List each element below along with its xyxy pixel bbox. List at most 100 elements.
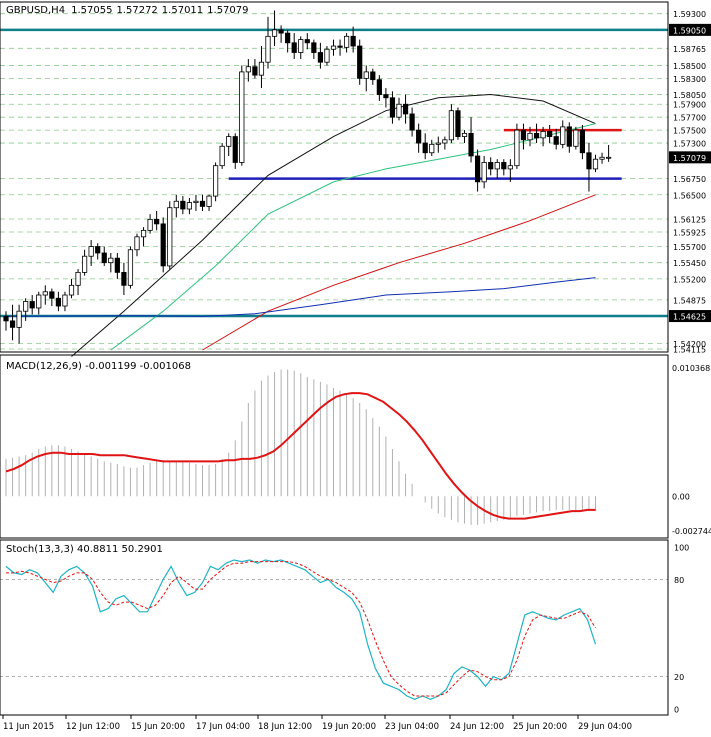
candle-body — [258, 61, 265, 76]
price-tick-label: 1.56125 — [673, 216, 706, 225]
candle-body — [553, 136, 559, 145]
time-tick-label: 25 Jun 20:00 — [513, 722, 567, 732]
candle-body — [533, 132, 540, 139]
candle-body — [108, 257, 114, 264]
time-tick-label: 23 Jun 04:00 — [385, 722, 439, 732]
candle-body — [49, 291, 55, 299]
stoch-tick-label: 0 — [674, 706, 679, 715]
price-tag-highlight — [669, 23, 711, 36]
candle-body — [239, 71, 245, 163]
candle-body — [140, 229, 147, 238]
candle-body — [114, 257, 120, 273]
candle-body — [212, 165, 219, 197]
candle-body — [127, 249, 134, 286]
candle-body — [429, 143, 435, 154]
price-tick-label: 1.57900 — [673, 101, 706, 110]
candle-body — [468, 132, 474, 157]
candle-body — [62, 294, 68, 307]
candle-body — [363, 71, 369, 79]
moving-average-line — [5, 277, 596, 317]
candle-body — [599, 156, 605, 160]
stoch-signal-line — [6, 561, 596, 697]
candle-body — [82, 255, 88, 273]
candle-body — [579, 129, 586, 154]
candle-body — [167, 207, 173, 267]
candle-body — [173, 200, 179, 209]
candle-body — [573, 129, 579, 147]
candle-body — [494, 162, 500, 170]
candle-body — [29, 301, 35, 309]
candle-body — [9, 320, 16, 328]
candle-body — [252, 66, 258, 76]
candle-body — [586, 152, 592, 170]
candle-body — [219, 145, 225, 167]
candle-body — [402, 103, 409, 115]
candle-body — [278, 29, 284, 34]
candle-body — [357, 45, 363, 79]
candle-body — [416, 129, 422, 144]
candle-body — [383, 94, 389, 99]
time-tick-label: 12 Jun 12:00 — [66, 722, 120, 732]
price-tick-label: 1.58500 — [673, 62, 706, 71]
macd-frame — [0, 354, 669, 539]
candle-body — [442, 139, 448, 144]
candle-body — [592, 158, 599, 170]
moving-average-line — [202, 194, 596, 351]
time-tick-label: 17 Jun 04:00 — [196, 722, 250, 732]
time-tick-label: 15 Jun 20:00 — [131, 722, 185, 732]
candle-body — [16, 310, 22, 328]
candle-body — [455, 110, 461, 137]
macd-signal-line — [5, 392, 596, 520]
price-tag-highlight — [669, 310, 711, 323]
price-tick-label: 1.54200 — [673, 340, 706, 349]
moving-average-line — [71, 93, 596, 357]
price-tick-label: 1.57700 — [673, 114, 706, 123]
price-tick-label: 1.57300 — [673, 140, 706, 149]
time-axis: 11 Jun 2015 12 Jun 12:00 15 Jun 20:00 17 Ju… — [2, 715, 632, 732]
macd-axis: 0.010368 0.00 -0.002744 — [672, 364, 711, 536]
candle-body — [298, 39, 304, 53]
main-frame — [0, 1, 669, 353]
time-tick-label: 11 Jun 2015 — [3, 722, 54, 732]
price-tick-label: 1.58765 — [673, 45, 706, 54]
stoch-frame — [0, 539, 669, 716]
candle-body — [265, 35, 271, 63]
price-tick-label: 1.54875 — [673, 296, 706, 305]
candle-body — [350, 35, 356, 47]
price-tick-label: 1.54115 — [673, 346, 706, 355]
candle-body — [180, 200, 186, 210]
candle-body — [55, 297, 62, 307]
stoch-axis: 100 80 20 0 — [674, 544, 689, 715]
price-tick-label: 1.54625 — [673, 313, 706, 322]
candle-body — [68, 284, 75, 296]
stoch-tick-label: 80 — [674, 576, 684, 585]
price-axis: 1.59300 1.59050 1.58765 1.58500 1.58300 1.580… — [669, 10, 711, 355]
candle-body — [540, 131, 546, 139]
price-tick-label: 1.57079 — [673, 154, 706, 163]
candle-body — [376, 79, 382, 95]
macd-tick-label: 0.00 — [672, 493, 690, 502]
candle-body — [330, 45, 337, 50]
time-tick-label: 18 Jun 12:00 — [258, 722, 312, 732]
candle-body — [527, 132, 533, 141]
candle-body — [520, 129, 527, 141]
macd-signal-path — [5, 392, 596, 520]
candle-body — [193, 200, 199, 203]
candle-body — [232, 136, 238, 163]
candle-body — [606, 156, 612, 159]
candle-body — [396, 103, 402, 118]
price-tick-label: 1.59300 — [673, 10, 706, 19]
candle-body — [370, 71, 376, 81]
candle-body — [317, 52, 324, 63]
time-tick-label: 19 Jun 20:00 — [322, 722, 376, 732]
stoch-tick-label: 20 — [674, 673, 684, 682]
candle-body — [514, 129, 520, 167]
candle-body — [226, 136, 232, 147]
candle-body — [101, 252, 107, 264]
price-tick-label: 1.59050 — [673, 26, 706, 35]
price-tick-label: 1.56500 — [673, 191, 706, 200]
candle-body — [481, 162, 487, 183]
macd-tick-label: 0.010368 — [672, 364, 710, 373]
